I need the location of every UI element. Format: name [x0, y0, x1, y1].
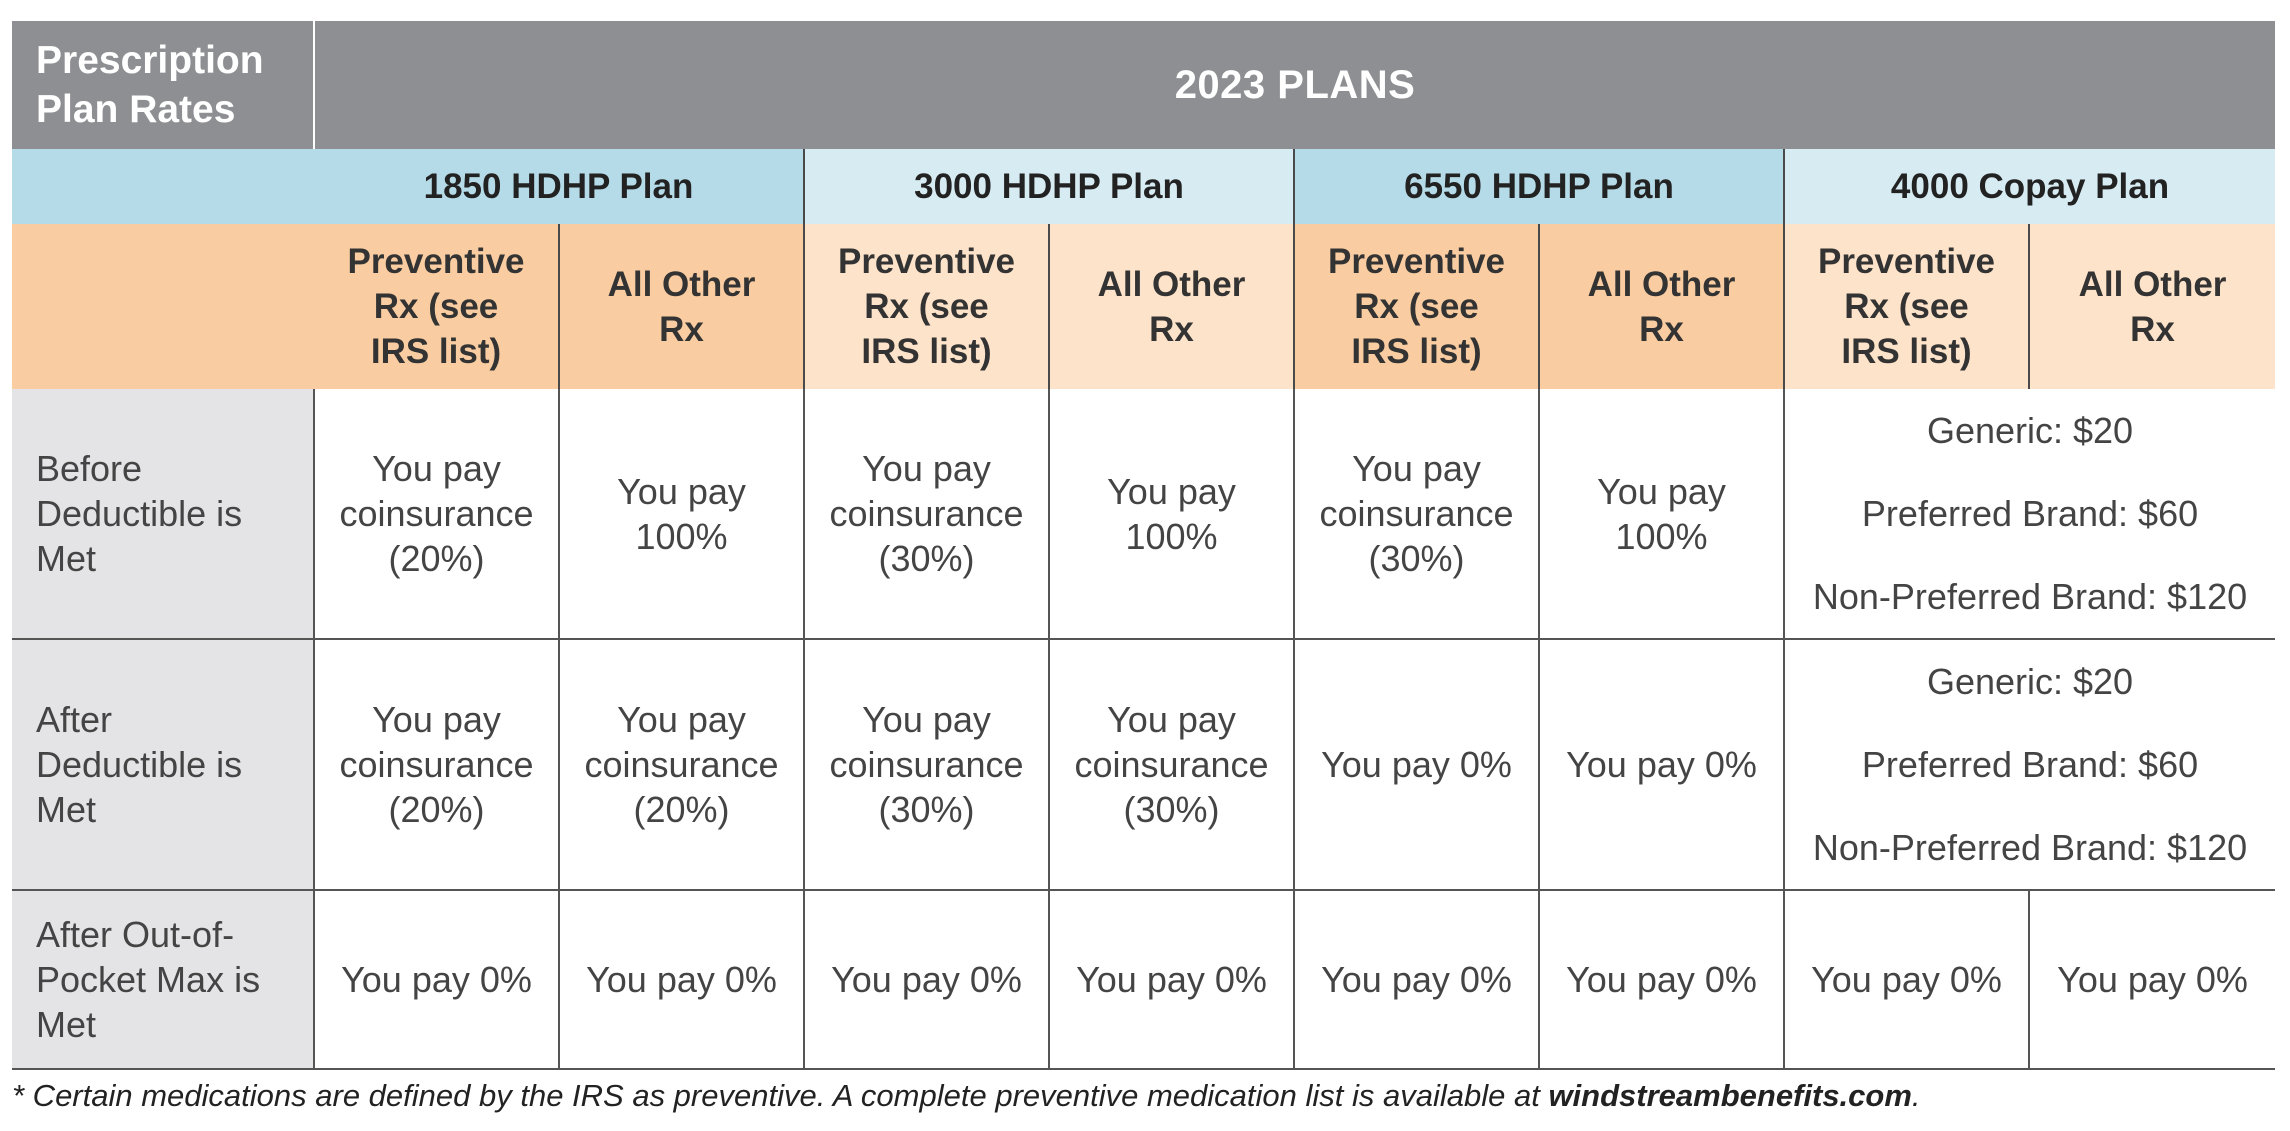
footnote: * Certain medications are defined by the…: [12, 1078, 1921, 1114]
sub-header-other: All Other Rx: [1048, 224, 1294, 389]
rate-text: You pay 100%: [1107, 470, 1236, 557]
plan-header-4000-copay: 4000 Copay Plan: [1782, 149, 2276, 224]
sub-header-preventive: Preventive Rx (see IRS list): [314, 224, 559, 389]
sub-header-other: All Other Rx: [1538, 224, 1784, 389]
rate-text: You pay coinsurance (30%): [1074, 699, 1269, 830]
copay-generic: Generic: $20: [1926, 410, 2134, 451]
rate-cell: You pay coinsurance (30%): [803, 389, 1049, 640]
rate-cell: You pay coinsurance (30%): [1293, 389, 1539, 640]
sub-header-preventive: Preventive Rx (see IRS list): [1783, 224, 2029, 389]
rate-cell: You pay 100%: [558, 389, 804, 640]
copay-preferred-brand: Preferred Brand: $60: [1861, 493, 2199, 534]
rate-text: You pay coinsurance (20%): [339, 699, 534, 830]
rate-cell: You pay coinsurance (20%): [313, 639, 559, 891]
copay-preferred-brand: Preferred Brand: $60: [1861, 744, 2199, 785]
row-label: After Deductible is Met: [12, 639, 314, 891]
rate-text: You pay 0%: [341, 959, 532, 1000]
sub-header-preventive: Preventive Rx (see IRS list): [1293, 224, 1539, 389]
rate-cell: You pay 0%: [2027, 890, 2276, 1070]
rate-text: You pay 0%: [1566, 959, 1757, 1000]
rate-cell: You pay 100%: [1048, 389, 1294, 640]
rate-text: You pay coinsurance (20%): [339, 448, 534, 579]
rate-text: You pay 0%: [1811, 959, 2002, 1000]
rate-cell: You pay 0%: [1293, 890, 1539, 1070]
row-label: Before Deductible is Met: [12, 389, 314, 640]
rate-cell: You pay coinsurance (20%): [558, 639, 804, 891]
rate-cell: You pay 100%: [1538, 389, 1784, 640]
footnote-end: .: [1911, 1078, 1921, 1113]
rate-text: You pay 0%: [831, 959, 1022, 1000]
footnote-text: * Certain medications are defined by the…: [12, 1078, 1549, 1113]
plans-year-title: 2023 PLANS: [314, 21, 2276, 149]
rate-cell: You pay 0%: [1783, 890, 2029, 1070]
prescription-rates-table: Prescription Plan Rates 2023 PLANS 1850 …: [12, 21, 2276, 1070]
row-label-text: Before Deductible is Met: [36, 448, 243, 579]
rate-text: You pay coinsurance (30%): [1319, 448, 1514, 579]
table-row: Before Deductible is Met You pay coinsur…: [12, 389, 2276, 640]
rate-cell: You pay 0%: [558, 890, 804, 1070]
rate-cell: You pay 0%: [803, 890, 1049, 1070]
rate-text: You pay 100%: [617, 470, 746, 557]
row-label-text: After Deductible is Met: [36, 699, 243, 830]
rate-text: You pay 0%: [1321, 744, 1512, 785]
copay-non-preferred-brand: Non-Preferred Brand: $120: [1812, 576, 2248, 617]
rate-cell: You pay coinsurance (20%): [313, 389, 559, 640]
rate-text: You pay coinsurance (30%): [829, 699, 1024, 830]
row-label-text: After Out-of-Pocket Max is Met: [36, 914, 261, 1045]
table-row: After Deductible is Met You pay coinsura…: [12, 639, 2276, 891]
sub-header-preventive: Preventive Rx (see IRS list): [803, 224, 1049, 389]
rate-text: You pay coinsurance (30%): [829, 448, 1024, 579]
rate-text: You pay 0%: [1321, 959, 1512, 1000]
table-row: After Out-of-Pocket Max is Met You pay 0…: [12, 890, 2276, 1070]
rate-cell: You pay 0%: [313, 890, 559, 1070]
rate-text: You pay 0%: [1566, 744, 1757, 785]
plan-header-blank: [12, 149, 314, 224]
copay-non-preferred-brand: Non-Preferred Brand: $120: [1812, 827, 2248, 868]
sub-header-other: All Other Rx: [558, 224, 804, 389]
rate-cell: You pay 0%: [1293, 639, 1539, 891]
rate-cell: You pay 0%: [1538, 890, 1784, 1070]
rate-text: You pay 100%: [1597, 470, 1726, 557]
rate-cell: You pay coinsurance (30%): [1048, 639, 1294, 891]
copay-generic: Generic: $20: [1926, 661, 2134, 702]
rate-text: You pay coinsurance (20%): [584, 699, 779, 830]
copay-cell: Generic: $20 Preferred Brand: $60 Non-Pr…: [1782, 639, 2276, 891]
rate-cell: You pay 0%: [1538, 639, 1784, 891]
rate-text: You pay 0%: [2057, 959, 2248, 1000]
corner-title-text: Prescription Plan Rates: [36, 39, 264, 131]
row-label: After Out-of-Pocket Max is Met: [12, 890, 314, 1070]
plan-header-3000: 3000 HDHP Plan: [803, 149, 1294, 224]
copay-cell: Generic: $20 Preferred Brand: $60 Non-Pr…: [1782, 389, 2276, 640]
rate-cell: You pay coinsurance (30%): [803, 639, 1049, 891]
footnote-link[interactable]: windstreambenefits.com: [1548, 1078, 1912, 1113]
plan-header-6550: 6550 HDHP Plan: [1293, 149, 1784, 224]
rate-text: You pay 0%: [586, 959, 777, 1000]
sub-header-blank: [12, 224, 314, 389]
plan-header-1850: 1850 HDHP Plan: [314, 149, 804, 224]
table-corner-title: Prescription Plan Rates: [12, 21, 315, 149]
rate-text: You pay 0%: [1076, 959, 1267, 1000]
sub-header-other: All Other Rx: [2027, 224, 2276, 389]
rate-cell: You pay 0%: [1048, 890, 1294, 1070]
